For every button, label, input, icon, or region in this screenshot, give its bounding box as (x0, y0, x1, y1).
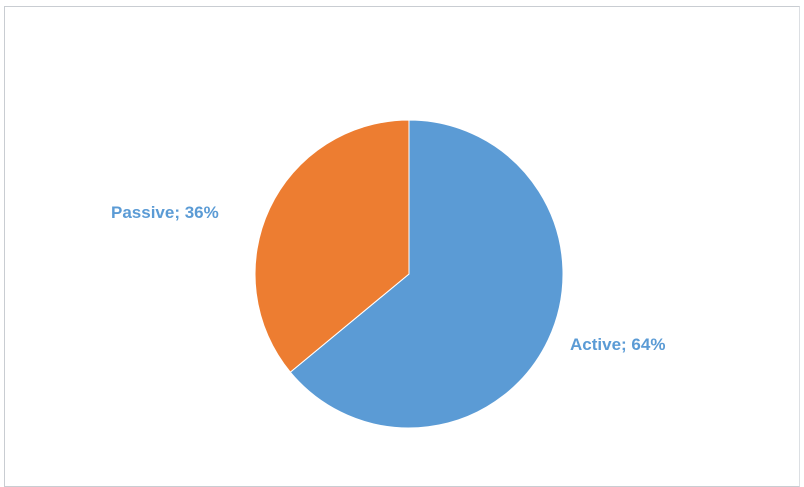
pie-slice-active (289, 119, 564, 429)
data-label-active: Active; 64% (570, 335, 665, 354)
data-labels: Active; 64% Passive; 36% (111, 203, 665, 354)
pie-slice-passive (254, 119, 410, 373)
pie-slices (254, 119, 564, 429)
data-label-passive: Passive; 36% (111, 203, 219, 222)
